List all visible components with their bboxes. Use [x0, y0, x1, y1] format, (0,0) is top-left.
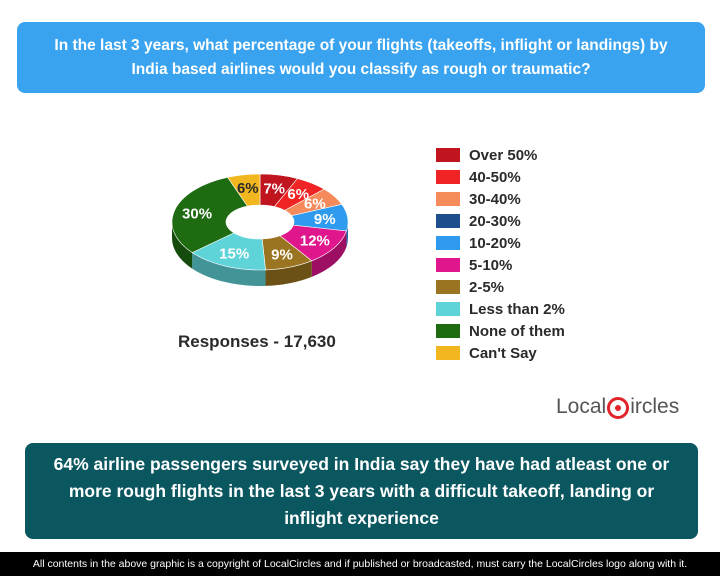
legend-item: 40-50%: [436, 166, 565, 188]
data-label: 6%: [304, 196, 326, 213]
legend-label: Less than 2%: [469, 300, 565, 318]
logo-text-local: Local: [556, 395, 607, 418]
responses-count: Responses - 17,630: [178, 332, 336, 351]
legend-label: None of them: [469, 322, 565, 340]
data-label: 9%: [271, 246, 293, 263]
legend-label: Over 50%: [469, 146, 538, 164]
legend-item: 10-20%: [436, 232, 565, 254]
legend-item: 2-5%: [436, 276, 565, 298]
legend-label: 40-50%: [469, 168, 521, 186]
data-label: 30%: [182, 205, 212, 222]
legend-swatch: [436, 236, 460, 250]
legend-label: 10-20%: [469, 234, 521, 252]
data-label: 12%: [300, 232, 330, 249]
donut-slice-side: [192, 252, 266, 286]
legend-swatch: [436, 346, 460, 360]
data-label: 7%: [263, 180, 285, 197]
legend-item: Can't Say: [436, 342, 565, 364]
legend-label: 2-5%: [469, 278, 505, 296]
question-text: In the last 3 years, what percentage of …: [54, 36, 668, 78]
footer-text: All contents in the above graphic is a c…: [32, 558, 688, 570]
legend-swatch: [436, 148, 460, 162]
donut-slice-side: [172, 222, 193, 269]
legend-item: 20-30%: [436, 210, 565, 232]
donut-slice-side: [311, 230, 347, 277]
legend-item: Over 50%: [436, 144, 565, 166]
logo-text-ircles: ircles: [630, 395, 680, 418]
chart-legend: Over 50% 40-50% 30-40% 20-30% 10-20% 5-10% 2-5…: [436, 144, 565, 364]
legend-swatch: [436, 280, 460, 294]
legend-label: 5-10%: [469, 256, 513, 274]
localcircles-logo: Local ircles: [556, 395, 679, 419]
data-label: 9%: [314, 211, 336, 228]
legend-swatch: [436, 324, 460, 338]
legend-item: 30-40%: [436, 188, 565, 210]
logo-circle-icon: [607, 397, 630, 419]
legend-label: 30-40%: [469, 190, 521, 208]
data-label: 6%: [287, 186, 309, 203]
legend-label: Can't Say: [469, 344, 537, 362]
donut-chart: 7% 6%6%9%12%9%15%30%6%: [171, 173, 349, 286]
donut-hole: [226, 205, 294, 239]
copyright-footer: All contents in the above graphic is a c…: [0, 552, 720, 576]
summary-banner: 64% airline passengers surveyed in India…: [25, 443, 698, 539]
legend-item: 5-10%: [436, 254, 565, 276]
data-label: 15%: [219, 246, 249, 263]
donut-slice-side: [265, 260, 312, 286]
legend-label: 20-30%: [469, 212, 521, 230]
legend-swatch: [436, 258, 460, 272]
summary-text: 64% airline passengers surveyed in India…: [53, 453, 670, 528]
legend-swatch: [436, 170, 460, 184]
data-label: 6%: [237, 180, 259, 197]
question-banner: In the last 3 years, what percentage of …: [17, 22, 705, 93]
legend-item: Less than 2%: [436, 298, 565, 320]
donut-slice-side: [346, 222, 348, 247]
legend-swatch: [436, 214, 460, 228]
legend-swatch: [436, 302, 460, 316]
legend-item: None of them: [436, 320, 565, 342]
legend-swatch: [436, 192, 460, 206]
